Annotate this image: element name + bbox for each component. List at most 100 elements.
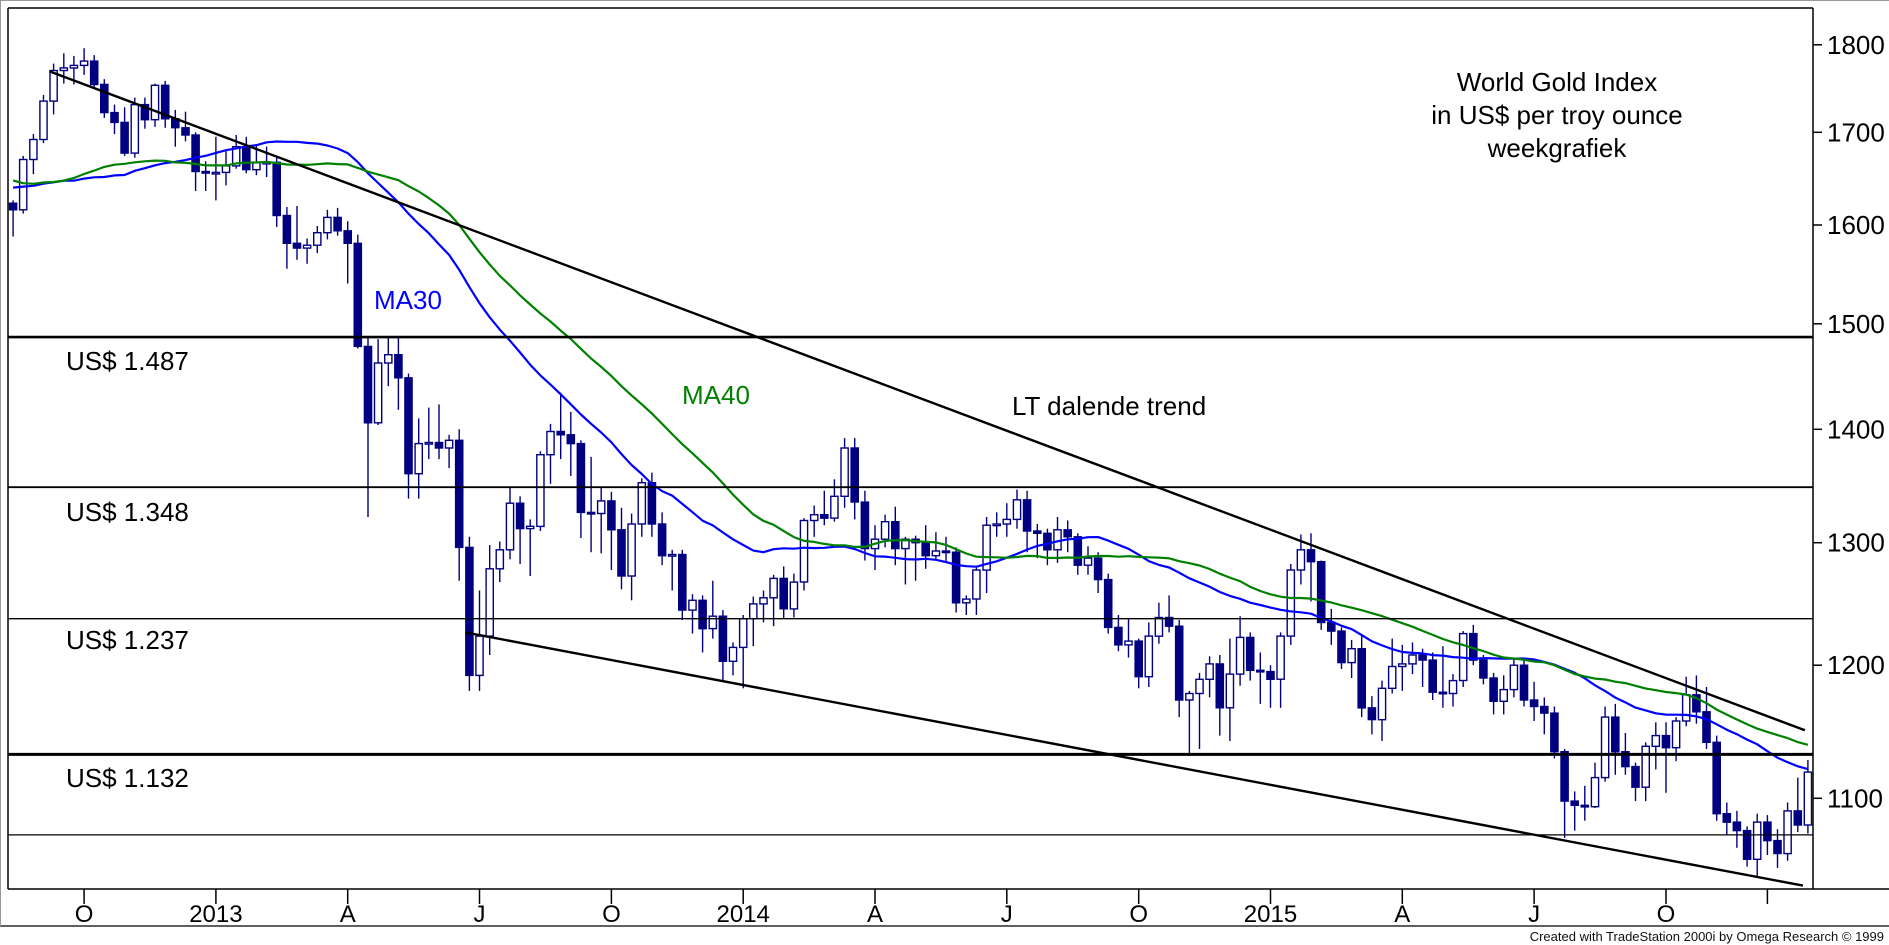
candle-down bbox=[1570, 800, 1579, 806]
candle-up bbox=[1377, 687, 1387, 721]
candle-up bbox=[323, 216, 332, 234]
candle-down bbox=[160, 84, 170, 120]
candle-down bbox=[951, 551, 961, 604]
candle-down bbox=[1418, 654, 1427, 661]
candle-down bbox=[1255, 669, 1265, 673]
candle-down bbox=[1367, 707, 1377, 721]
candle-up bbox=[221, 165, 231, 174]
candle-up bbox=[130, 103, 140, 154]
ma-line-ma40 bbox=[12, 159, 1809, 746]
candle-down bbox=[779, 577, 788, 610]
candle-up bbox=[769, 577, 778, 599]
candle-down bbox=[1114, 626, 1123, 646]
candle-down bbox=[678, 553, 687, 611]
candle-up bbox=[637, 482, 647, 525]
price-tick-label: 1700 bbox=[1827, 117, 1885, 147]
candle-up bbox=[840, 447, 849, 497]
time-tick-label: A bbox=[867, 901, 883, 928]
candle-up bbox=[962, 598, 971, 604]
candle-down bbox=[698, 599, 707, 630]
candle-up bbox=[982, 524, 991, 571]
candle-down bbox=[1539, 705, 1549, 714]
candle-up bbox=[596, 500, 606, 515]
candle-down bbox=[99, 83, 109, 114]
candle-down bbox=[404, 377, 413, 475]
candle-down bbox=[343, 230, 353, 245]
candle-down bbox=[1266, 670, 1275, 680]
candle-up bbox=[1124, 640, 1133, 646]
time-axis: O 2013 A J O 2014 A J O 2015 A J O bbox=[75, 889, 1769, 928]
time-tick-label: J bbox=[474, 901, 486, 928]
candle-down bbox=[1580, 804, 1590, 808]
candle-up bbox=[667, 553, 677, 557]
candle-down bbox=[1763, 821, 1772, 842]
moving-averages-layer bbox=[12, 140, 1809, 771]
candle-down bbox=[1306, 549, 1316, 563]
candle-up bbox=[1195, 678, 1204, 695]
candle-up bbox=[1671, 720, 1681, 749]
candle-down bbox=[820, 514, 829, 519]
candle-down bbox=[120, 121, 129, 154]
price-axis: 1800 1700 1600 1500 1400 1300 1200 1100 bbox=[1813, 30, 1885, 813]
candle-down bbox=[1245, 636, 1255, 672]
candle-up bbox=[373, 362, 383, 424]
candle-up bbox=[79, 60, 89, 67]
candle-down bbox=[1610, 716, 1620, 753]
candle-down bbox=[201, 170, 211, 174]
candle-down bbox=[1631, 765, 1640, 788]
candle-up bbox=[39, 100, 48, 141]
candle-up bbox=[1651, 734, 1661, 747]
candle-up bbox=[1225, 673, 1235, 709]
candle-up bbox=[475, 635, 484, 677]
candle-up bbox=[1002, 518, 1012, 525]
candle-up bbox=[830, 495, 839, 519]
candle-down bbox=[363, 345, 373, 424]
candle-down bbox=[181, 127, 190, 136]
candle-down bbox=[434, 441, 444, 449]
candle-up bbox=[546, 430, 555, 456]
candle-up bbox=[789, 581, 799, 610]
candle-up bbox=[1408, 654, 1417, 665]
candle-down bbox=[140, 103, 150, 121]
candle-down bbox=[657, 523, 667, 557]
time-tick-label: O bbox=[1129, 901, 1148, 928]
candle-down bbox=[556, 430, 565, 436]
candle-down bbox=[515, 502, 525, 530]
candles-layer bbox=[8, 48, 1813, 877]
candle-down bbox=[607, 500, 616, 531]
time-tick-label: O bbox=[75, 901, 94, 928]
candle-down bbox=[465, 546, 474, 677]
candle-down bbox=[1479, 659, 1488, 679]
price-tick-label: 1300 bbox=[1827, 528, 1885, 558]
candle-up bbox=[414, 442, 424, 475]
candle-down bbox=[586, 511, 596, 515]
candle-down bbox=[89, 60, 99, 86]
candle-up bbox=[688, 599, 697, 611]
candle-down bbox=[1032, 530, 1042, 534]
candle-up bbox=[1752, 821, 1762, 860]
candle-up bbox=[1144, 635, 1154, 678]
candle-up bbox=[1276, 635, 1285, 680]
candle-down bbox=[1529, 699, 1539, 708]
candle-up bbox=[424, 441, 434, 445]
time-tick-label: J bbox=[1001, 901, 1013, 928]
price-tick-label: 1800 bbox=[1827, 30, 1885, 60]
time-tick-label: A bbox=[340, 901, 356, 928]
candle-up bbox=[1600, 716, 1610, 779]
candle-down bbox=[292, 242, 302, 249]
time-tick-label: 2015 bbox=[1244, 901, 1297, 928]
candle-up bbox=[536, 454, 545, 528]
price-tick-label: 1500 bbox=[1827, 309, 1885, 339]
candle-down bbox=[1560, 751, 1569, 802]
candle-up bbox=[1235, 636, 1245, 675]
candle-down bbox=[1702, 711, 1711, 743]
candle-down bbox=[1692, 694, 1701, 713]
candle-down bbox=[617, 529, 626, 577]
candle-down bbox=[1043, 532, 1052, 551]
candle-up bbox=[799, 519, 809, 583]
candle-up bbox=[708, 615, 718, 630]
candle-down bbox=[1164, 616, 1174, 627]
candle-down bbox=[1489, 677, 1498, 702]
